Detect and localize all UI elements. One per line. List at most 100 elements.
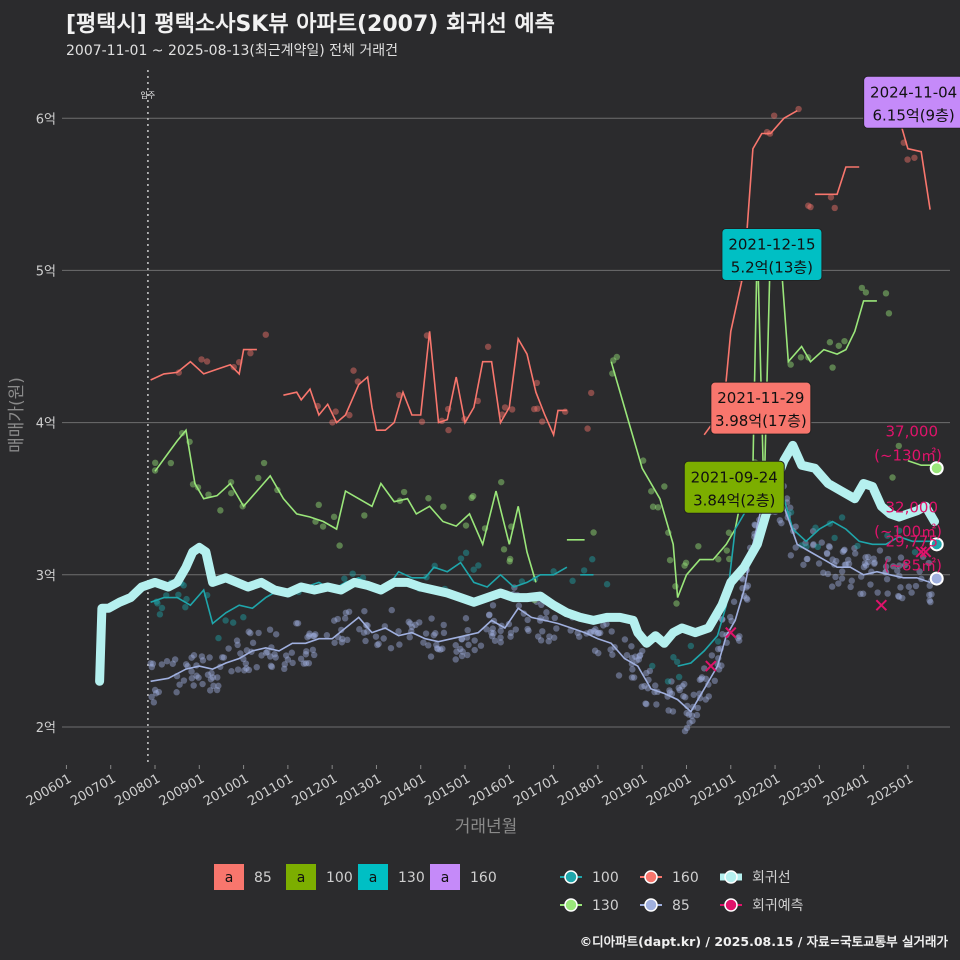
scatter-point	[787, 361, 794, 368]
scatter-point	[240, 614, 247, 621]
x-axis-title: 거래년월	[455, 817, 518, 837]
scatter-point	[860, 563, 868, 571]
scatter-point	[258, 652, 265, 659]
scatter-point	[810, 542, 817, 549]
scatter-point	[744, 596, 751, 603]
scatter-point	[220, 654, 228, 661]
scatter-point	[374, 641, 381, 649]
scatter-point	[818, 539, 825, 546]
callout-box	[863, 75, 960, 129]
callout-160: 2024-11-04 6.15억(9층)	[863, 75, 960, 129]
scatter-point	[702, 675, 710, 682]
scatter-point	[176, 681, 183, 688]
scatter-point	[835, 580, 842, 587]
legend-swatch	[214, 864, 244, 890]
prediction-mark	[915, 546, 927, 558]
scatter-point	[744, 582, 752, 589]
chart-title: [평택시] 평택소사SK뷰 아파트(2007) 회귀선 예측	[66, 12, 555, 37]
scatter-point	[331, 617, 338, 624]
scatter-point	[871, 560, 878, 567]
scatter-point	[332, 408, 339, 415]
scatter-point	[838, 568, 846, 575]
legend-line-text: 회귀예측	[752, 898, 804, 914]
legend-line-marker	[564, 870, 578, 884]
scatter-point	[682, 694, 689, 701]
scatter-point	[823, 549, 831, 557]
scatter-point	[797, 354, 805, 361]
scatter-point	[635, 656, 643, 663]
scatter-point	[475, 562, 482, 569]
scatter-point	[151, 686, 159, 694]
scatter-point	[361, 607, 368, 615]
scatter-point	[681, 727, 689, 735]
annotation-value: 37,000	[886, 422, 939, 440]
scatter-point	[705, 681, 712, 688]
legend-swatch-glyph: a	[297, 870, 306, 886]
scatter-point	[642, 700, 649, 707]
scatter-point	[810, 541, 817, 548]
scatter-point	[497, 627, 504, 635]
scatter-point	[681, 562, 688, 569]
scatter-point	[148, 663, 156, 671]
scatter-point	[653, 701, 660, 708]
series-line-160	[814, 166, 860, 196]
x-tick-label: 202001	[644, 771, 694, 809]
scatter-point	[395, 628, 402, 635]
scatter-point	[666, 687, 673, 694]
scatter-point	[418, 418, 426, 425]
scatter-point	[148, 693, 155, 701]
scatter-point	[590, 627, 597, 635]
scatter-point	[698, 674, 706, 681]
scatter-point	[430, 631, 438, 639]
scatter-point	[469, 492, 477, 500]
scatter-point	[234, 641, 241, 649]
scatter-point	[471, 646, 478, 654]
legend-swatch-glyph: a	[441, 870, 450, 886]
scatter-point	[608, 628, 615, 635]
scatter-point	[464, 651, 471, 659]
scatter-point	[183, 595, 190, 603]
scatter-point	[215, 682, 222, 690]
scatter-point	[375, 640, 382, 648]
x-tick-label: 201401	[378, 771, 428, 809]
scatter-point	[859, 590, 867, 597]
scatter-point	[628, 643, 635, 650]
scatter-point	[926, 591, 933, 599]
scatter-point	[506, 558, 513, 565]
x-tick-label: 201801	[555, 771, 605, 809]
scatter-point	[841, 561, 849, 568]
scatter-point	[336, 542, 343, 549]
scatter-point	[683, 709, 690, 717]
scatter-point	[641, 682, 648, 690]
scatter-point	[675, 673, 683, 681]
scatter-point	[158, 661, 166, 668]
scatter-point	[844, 556, 852, 564]
scatter-point	[342, 609, 350, 617]
scatter-point	[831, 534, 838, 542]
scatter-point	[824, 570, 832, 578]
scatter-point	[242, 660, 250, 667]
scatter-point	[462, 549, 470, 557]
scatter-point	[715, 556, 722, 563]
scatter-point	[705, 693, 713, 700]
scatter-point	[727, 613, 734, 621]
scatter-point	[807, 203, 814, 211]
scatter-point	[486, 611, 493, 618]
scatter-point	[770, 112, 778, 119]
x-tick-label: 201701	[511, 771, 561, 809]
scatter-point	[787, 552, 795, 559]
scatter-point	[831, 204, 838, 212]
scatter-point	[163, 658, 171, 665]
annotation-area: (~85㎡)	[884, 557, 942, 575]
scatter-point	[841, 337, 848, 345]
x-tick-label: 202101	[688, 771, 738, 809]
scatter-point	[792, 523, 799, 530]
scatter-point	[349, 570, 356, 577]
scatter-point	[445, 426, 452, 434]
scatter-point	[488, 633, 496, 640]
callout-price: 3.98억(17층)	[715, 412, 807, 430]
scatter-point	[649, 503, 657, 510]
scatter-point	[498, 478, 505, 486]
scatter-point	[311, 651, 318, 659]
scatter-point	[178, 429, 186, 437]
